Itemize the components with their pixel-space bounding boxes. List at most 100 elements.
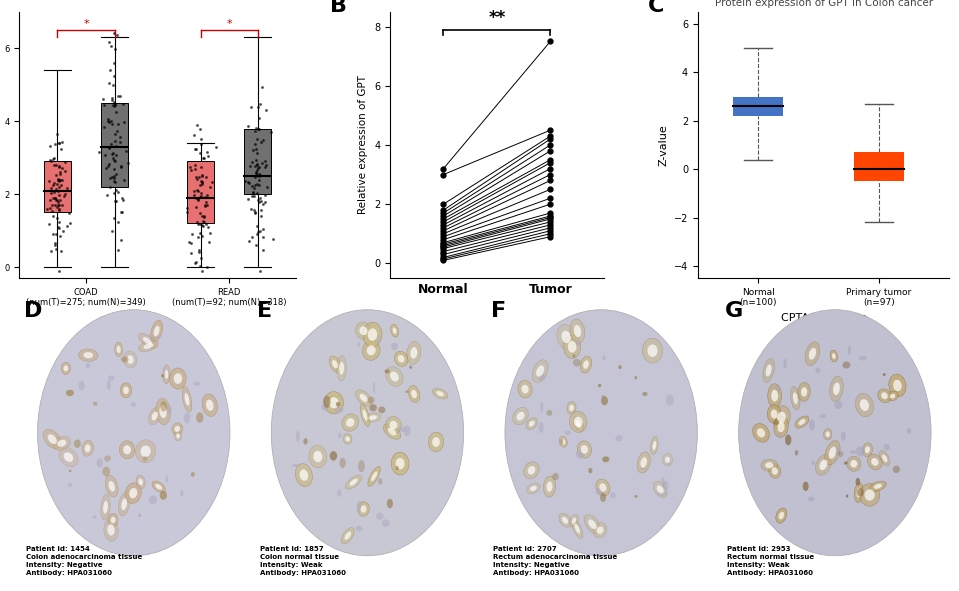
Point bbox=[182, 163, 198, 172]
Point bbox=[179, 203, 195, 213]
Point bbox=[115, 207, 130, 217]
Ellipse shape bbox=[105, 455, 111, 462]
Ellipse shape bbox=[762, 358, 775, 382]
Ellipse shape bbox=[864, 489, 875, 501]
Point bbox=[51, 217, 66, 226]
Ellipse shape bbox=[361, 505, 366, 512]
Point bbox=[107, 177, 123, 187]
Point bbox=[108, 186, 124, 195]
Ellipse shape bbox=[364, 413, 381, 422]
Point bbox=[189, 217, 204, 227]
Point bbox=[255, 199, 270, 209]
Ellipse shape bbox=[826, 431, 830, 437]
Ellipse shape bbox=[635, 376, 637, 379]
Ellipse shape bbox=[803, 482, 808, 491]
Ellipse shape bbox=[761, 459, 778, 471]
Point bbox=[188, 161, 203, 170]
Ellipse shape bbox=[594, 522, 607, 538]
Point bbox=[247, 180, 263, 190]
Ellipse shape bbox=[143, 456, 147, 462]
Ellipse shape bbox=[588, 519, 596, 529]
Ellipse shape bbox=[341, 414, 359, 431]
Ellipse shape bbox=[775, 385, 780, 394]
Point bbox=[241, 194, 256, 204]
Point bbox=[248, 148, 264, 158]
Point bbox=[189, 202, 204, 212]
Point bbox=[199, 219, 214, 229]
Point bbox=[42, 141, 58, 150]
Point bbox=[56, 226, 71, 236]
Ellipse shape bbox=[643, 392, 647, 396]
Text: Patient id: 2707
Rectum adenocarcinoma tissue
Intensity: Negative
Antibody: HPA0: Patient id: 2707 Rectum adenocarcinoma t… bbox=[494, 546, 618, 576]
Point bbox=[110, 119, 126, 129]
Ellipse shape bbox=[152, 335, 159, 339]
Point bbox=[186, 186, 201, 196]
Ellipse shape bbox=[883, 444, 890, 450]
Ellipse shape bbox=[860, 399, 869, 411]
Ellipse shape bbox=[433, 388, 448, 399]
Point bbox=[120, 158, 135, 168]
Point bbox=[199, 262, 215, 272]
Ellipse shape bbox=[63, 452, 73, 462]
Ellipse shape bbox=[61, 362, 71, 375]
Point bbox=[255, 135, 270, 144]
Ellipse shape bbox=[387, 428, 396, 436]
Point bbox=[189, 144, 204, 154]
Point bbox=[51, 138, 66, 147]
Point bbox=[105, 226, 120, 236]
Ellipse shape bbox=[332, 360, 338, 368]
Ellipse shape bbox=[357, 501, 362, 512]
Ellipse shape bbox=[48, 434, 57, 444]
Point bbox=[110, 245, 126, 255]
Point bbox=[193, 124, 208, 134]
Ellipse shape bbox=[833, 382, 840, 395]
Ellipse shape bbox=[324, 392, 343, 414]
Ellipse shape bbox=[768, 384, 782, 408]
Ellipse shape bbox=[785, 434, 791, 446]
Point bbox=[52, 163, 67, 172]
Ellipse shape bbox=[601, 396, 608, 405]
Ellipse shape bbox=[105, 475, 118, 497]
Point bbox=[244, 232, 259, 242]
Ellipse shape bbox=[74, 440, 81, 448]
Point bbox=[50, 214, 65, 223]
Point bbox=[45, 229, 60, 239]
Point bbox=[251, 227, 267, 236]
Ellipse shape bbox=[568, 341, 576, 353]
Point bbox=[51, 204, 66, 214]
Point bbox=[58, 166, 73, 176]
Ellipse shape bbox=[598, 384, 601, 387]
Ellipse shape bbox=[382, 519, 389, 527]
Point bbox=[101, 142, 116, 151]
Ellipse shape bbox=[184, 413, 190, 423]
Ellipse shape bbox=[411, 389, 417, 398]
Point bbox=[58, 157, 73, 167]
Ellipse shape bbox=[757, 428, 765, 437]
Point bbox=[251, 175, 267, 184]
Ellipse shape bbox=[517, 412, 525, 420]
Point bbox=[195, 266, 210, 275]
Ellipse shape bbox=[58, 440, 66, 447]
Point bbox=[247, 127, 263, 137]
Ellipse shape bbox=[564, 335, 581, 359]
Ellipse shape bbox=[851, 460, 857, 467]
Point bbox=[51, 266, 66, 275]
Ellipse shape bbox=[893, 466, 900, 473]
Ellipse shape bbox=[859, 483, 879, 506]
Point bbox=[193, 208, 208, 217]
Ellipse shape bbox=[547, 410, 552, 416]
Point bbox=[112, 132, 128, 142]
Point bbox=[191, 248, 206, 257]
Ellipse shape bbox=[552, 473, 559, 480]
Point bbox=[196, 212, 211, 222]
Ellipse shape bbox=[392, 327, 397, 334]
Point bbox=[47, 200, 62, 210]
Point bbox=[257, 197, 272, 207]
Ellipse shape bbox=[396, 458, 405, 469]
Ellipse shape bbox=[771, 389, 778, 402]
Ellipse shape bbox=[559, 436, 568, 447]
Point bbox=[54, 180, 69, 189]
Point bbox=[193, 163, 208, 172]
Point bbox=[107, 157, 123, 166]
Point bbox=[252, 266, 268, 275]
